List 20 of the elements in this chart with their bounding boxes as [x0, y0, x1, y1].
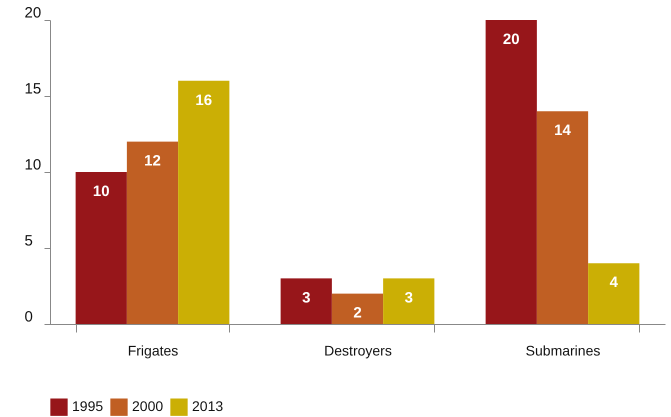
y-tick-label: 5: [24, 232, 33, 250]
y-tick-label: 20: [24, 4, 42, 22]
data-label: 20: [502, 31, 520, 48]
legend-label: 2000: [132, 398, 164, 414]
legend-label: 2013: [192, 398, 224, 414]
data-label: 3: [302, 289, 310, 306]
data-label: 12: [144, 152, 161, 170]
x-tick-label: Submarines: [526, 342, 600, 358]
x-tick-label: Destroyers: [324, 342, 392, 358]
y-tick-label: 0: [24, 308, 33, 326]
data-label: 16: [195, 92, 212, 109]
data-label: 3: [404, 289, 413, 306]
data-label: 14: [554, 122, 572, 140]
y-tick-label: 10: [24, 156, 42, 174]
data-label: 2: [353, 304, 362, 322]
y-tick-label: 15: [24, 80, 42, 98]
data-label: 10: [92, 183, 110, 200]
x-tick-label: Frigates: [128, 342, 178, 358]
data-label: 4: [610, 274, 619, 292]
legend-label: 1995: [72, 398, 104, 414]
